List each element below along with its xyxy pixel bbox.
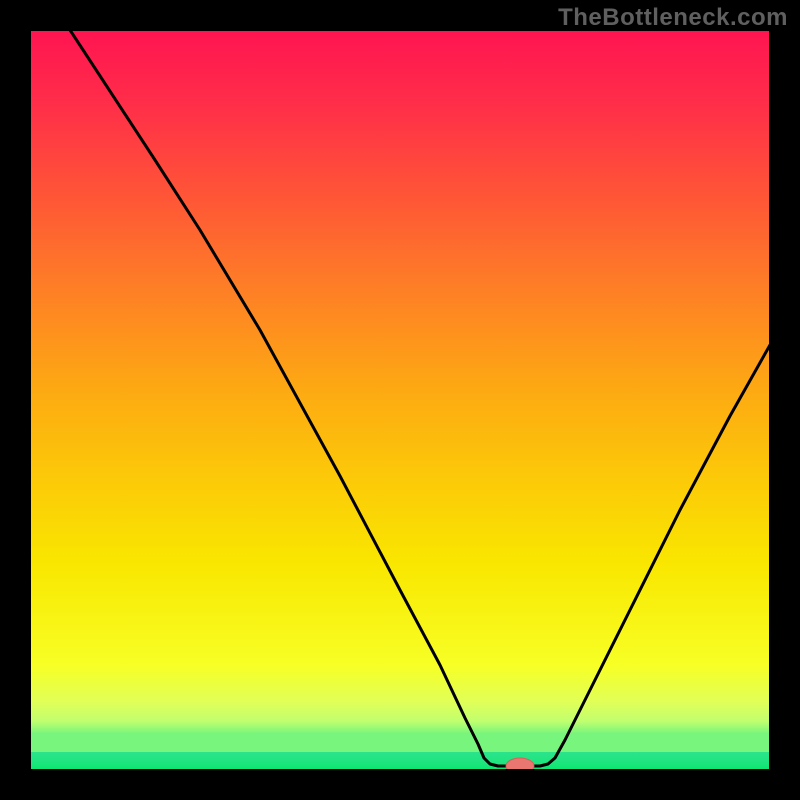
optimal-point-marker [506, 758, 534, 774]
bottom-green-band [30, 752, 770, 770]
bottleneck-chart [0, 0, 800, 800]
watermark-text: TheBottleneck.com [558, 4, 788, 32]
